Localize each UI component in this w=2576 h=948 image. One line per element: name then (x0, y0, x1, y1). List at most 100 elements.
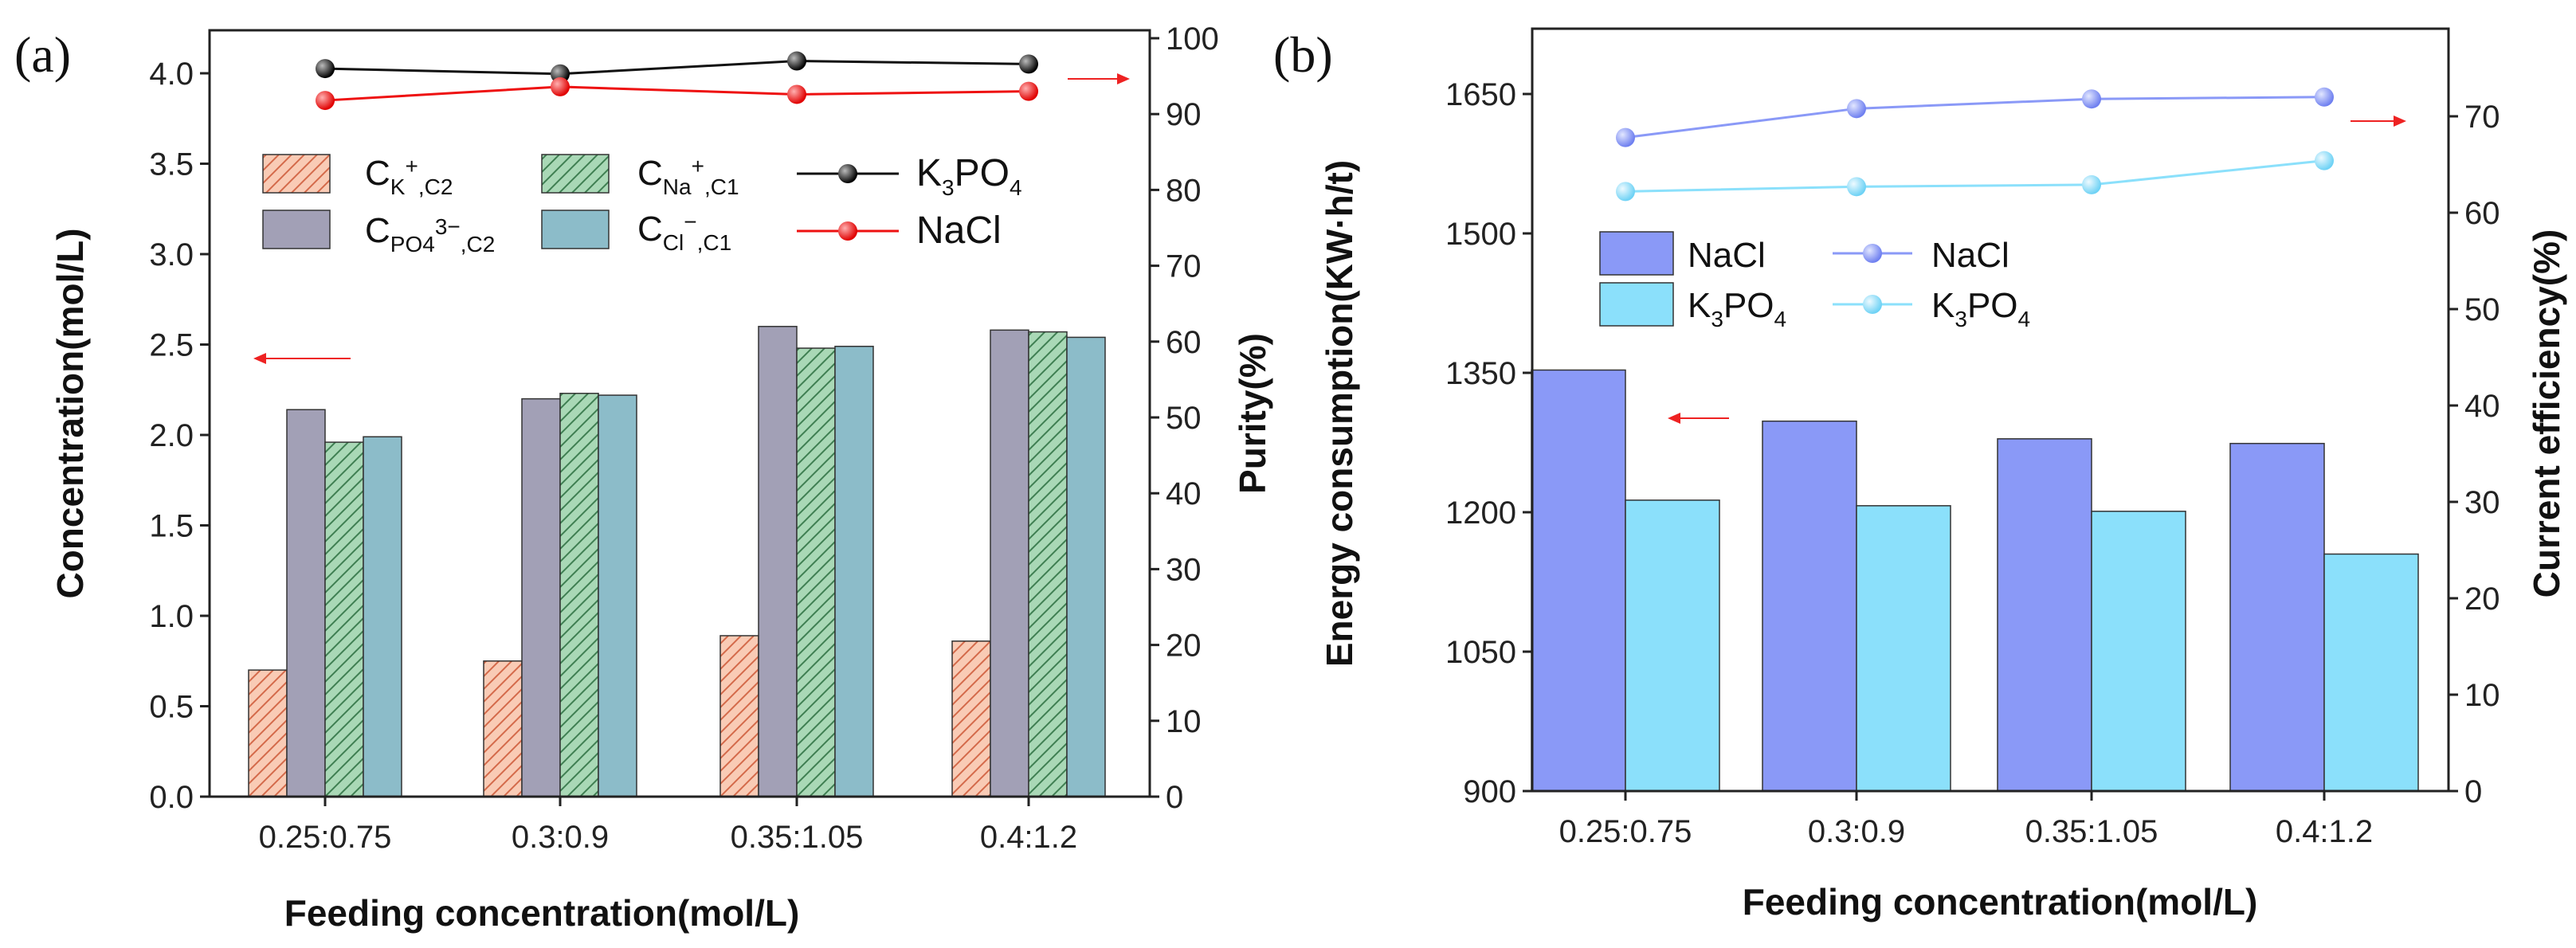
point-nacl (787, 84, 806, 104)
panel-a-y2-axis-title: Purity(%) (1232, 333, 1273, 494)
legend-cpo4-main: C (365, 211, 390, 250)
panel-a-left-axis-ticks: 0.0 0.5 1.0 1.5 2.0 2.5 3.0 3.5 4.0 (149, 57, 210, 815)
bar-c-k-c2 (483, 660, 523, 797)
legend-b-k3po4-bar: K3PO4 (1599, 282, 1786, 331)
line-nacl (324, 85, 1029, 102)
legend-ccl-sup: − (684, 210, 696, 234)
y2-tick-label: 50 (1166, 401, 1202, 436)
panel-a-bars (248, 326, 1106, 797)
bar-k3po4 (1856, 505, 1951, 792)
legend-b-nacl-bar-label: NaCl (1688, 236, 1766, 275)
y2-tick-label: 90 (1166, 97, 1202, 132)
panel-b-right-axis-ticks: 0 10 20 30 40 50 60 70 (2449, 100, 2500, 809)
x-tick-label: 0.3:0.9 (1808, 814, 1905, 849)
x-tick-label: 0.35:1.05 (2025, 814, 2158, 849)
bar-c-po4-3-c2 (758, 326, 798, 797)
y2-tick-label: 20 (1166, 629, 1202, 664)
y-tick-label: 2.0 (149, 418, 194, 453)
bar-c-na-c1 (796, 347, 836, 797)
panel-b-label: (b) (1273, 26, 1333, 83)
y-tick-label: 1.0 (149, 599, 194, 634)
legend-b-k3po4-line-sub1: 3 (1955, 307, 1967, 331)
legend-k3po4-po: PO (955, 152, 1010, 194)
legend-b-k3po4-k: K (1688, 286, 1711, 325)
svg-text:K3PO4: K3PO4 (1931, 286, 2030, 331)
y-tick-label: 0.5 (149, 690, 194, 725)
panel-b-left-arrow (1668, 413, 1729, 424)
svg-text:CK+,C2: CK+,C2 (365, 154, 453, 199)
bar-nacl (1997, 438, 2092, 792)
legend-b-k3po4-po: PO (1723, 286, 1774, 325)
y-tick-label: 1350 (1445, 356, 1516, 391)
legend-item-ck: CK+,C2 (262, 154, 453, 199)
bar-nacl (2229, 442, 2325, 792)
panel-b-right-arrow (2351, 116, 2406, 127)
bar-c-k-c2 (951, 640, 991, 797)
bar-c-k-c2 (248, 669, 288, 797)
legend-item-ccl: CCl−,C1 (541, 210, 731, 255)
y2-tick-label: 100 (1166, 22, 1219, 57)
x-tick-label: 0.35:1.05 (731, 820, 864, 855)
y2-tick-label: 70 (2464, 100, 2500, 135)
legend-cpo4-sup: 3− (435, 214, 461, 239)
legend-k3po4-k: K (916, 152, 942, 194)
y2-tick-label: 30 (1166, 552, 1202, 587)
x-tick-label: 0.4:1.2 (2276, 814, 2373, 849)
y-tick-label: 900 (1463, 774, 1516, 809)
panel-a-right-arrow (1068, 73, 1130, 84)
x-tick-label: 0.25:0.75 (1559, 814, 1692, 849)
panel-a-right-axis-ticks: 0 10 20 30 40 50 60 70 80 90 100 (1150, 22, 1219, 815)
bar-k3po4 (2091, 511, 2186, 792)
y-tick-label: 1200 (1445, 496, 1516, 531)
y-tick-label: 4.0 (149, 57, 194, 92)
y2-tick-label: 10 (2464, 678, 2500, 713)
legend-b-k3po4-line-sub2: 4 (2018, 307, 2031, 331)
bar-k3po4 (1625, 499, 1720, 792)
line-k3po4 (1625, 159, 2325, 193)
point-k3po4 (2082, 174, 2101, 194)
legend-b-k3po4-line-k: K (1931, 286, 1955, 325)
legend-b-k3po4-line-po: PO (1967, 286, 2018, 325)
y-tick-label: 2.5 (149, 328, 194, 363)
y-tick-label: 1500 (1445, 217, 1516, 252)
bar-c-na-c1 (559, 393, 599, 797)
point-nacl (551, 76, 570, 96)
x-tick-label: 0.3:0.9 (512, 820, 609, 855)
point-k3po4 (316, 59, 335, 79)
legend-ck-sub: K (390, 174, 406, 199)
panel-a-y-axis-title: Concentration(mol/L) (49, 228, 91, 598)
bar-nacl (1531, 369, 1626, 792)
panel-a-lines (316, 51, 1038, 111)
x-tick-label: 0.25:0.75 (259, 820, 392, 855)
y-tick-label: 1.5 (149, 509, 194, 544)
legend-cna-sup: + (692, 154, 704, 178)
svg-text:K3PO4: K3PO4 (1688, 286, 1786, 331)
y-tick-label: 3.0 (149, 237, 194, 272)
legend-b-nacl-line: NaCl (1833, 236, 2009, 275)
point-k3po4 (1019, 54, 1038, 74)
x-tick-label: 0.4:1.2 (980, 820, 1077, 855)
legend-nacl-label: NaCl (916, 210, 1002, 252)
panel-a-frame (208, 29, 1151, 798)
panel-b-x-axis-title: Feeding concentration(mol/L) (1743, 881, 2258, 923)
point-nacl (2315, 87, 2334, 107)
y2-tick-label: 50 (2464, 292, 2500, 327)
bar-c-po4-3-c2 (990, 329, 1029, 797)
point-nacl (316, 91, 335, 111)
line-nacl (1625, 96, 2325, 139)
y-tick-label: 3.5 (149, 147, 194, 182)
point-k3po4 (1616, 182, 1635, 202)
panel-b-bars (1531, 369, 2419, 792)
y2-tick-label: 80 (1166, 173, 1202, 208)
legend-cna-tail: ,C1 (704, 174, 739, 199)
legend-b-k3po4-sub2: 4 (1774, 307, 1787, 331)
panel-a: (a) 0.0 0.5 1.0 1.5 2.0 2.5 3.0 3.5 4.0 0 10 20 30 4… (14, 22, 1273, 934)
bar-c-po4-3-c2 (521, 398, 561, 797)
bar-c-cl-c1 (363, 436, 402, 797)
legend-ck-main: C (365, 154, 390, 193)
point-nacl (1019, 81, 1038, 101)
panel-b-lines (1616, 87, 2334, 202)
legend-k3po4-sub2: 4 (1010, 175, 1022, 200)
bar-c-k-c2 (719, 635, 759, 797)
point-nacl (1616, 127, 1635, 147)
